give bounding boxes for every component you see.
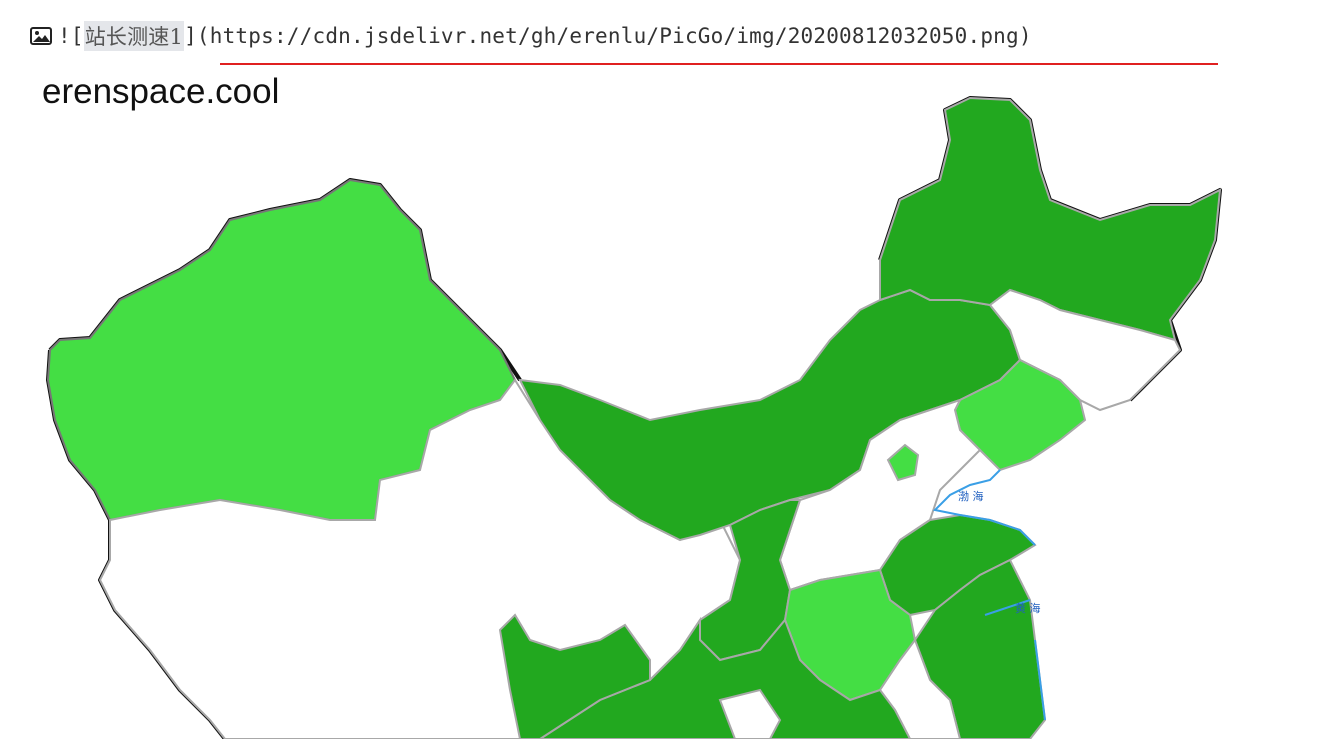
image-alt-text[interactable]: 站长测速1 [83,21,185,51]
region-shandong [878,513,1037,617]
region-beijing [886,443,920,482]
region-jilin [988,288,1182,412]
markdown-prefix: ![ [58,24,84,48]
sea-label-bohai: 渤 海 [958,489,984,503]
region-chongqing [718,688,782,739]
markdown-middle: ]( [184,24,210,48]
coastline [932,469,1046,721]
sea-label-huanghai: 黄 海 [1015,601,1041,615]
image-icon [30,27,52,45]
region-heilongjiang [879,96,1222,342]
markdown-image-line[interactable]: ![站长测速1](https://cdn.jsdelivr.net/gh/ere… [30,20,1032,52]
watermark-text: erenspace.cool [42,72,280,111]
image-url[interactable]: https://cdn.jsdelivr.net/gh/erenlu/PicGo… [209,24,1019,48]
region-sichuan-west [498,613,651,739]
region-sichuan [538,616,912,739]
markdown-suffix: ) [1018,24,1032,48]
spellcheck-underline [220,63,1218,65]
